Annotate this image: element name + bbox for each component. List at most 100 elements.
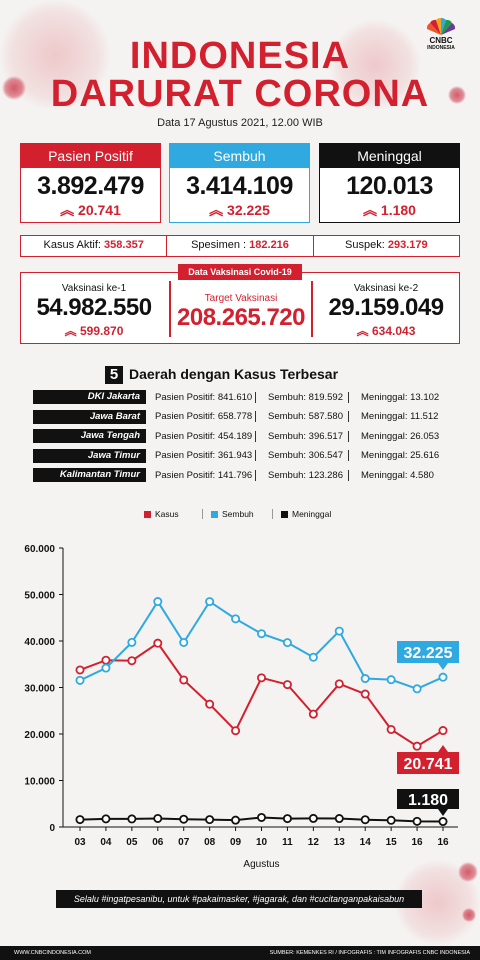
x-tick-label: 03 (74, 837, 86, 848)
data-point (231, 815, 241, 825)
stat-label: Spesimen : (191, 239, 247, 251)
data-point (75, 675, 85, 685)
legend-divider (202, 509, 203, 519)
stat-value: 358.357 (104, 239, 144, 251)
double-chevron-up-icon: ︽ (64, 324, 77, 338)
data-point (179, 675, 189, 685)
vaccine-panel: Vaksinasi ke-1 54.982.550 ︽ 599.870 Targ… (20, 272, 460, 344)
legend-divider (272, 509, 273, 519)
x-tick-label: 07 (178, 837, 190, 848)
data-point (282, 638, 292, 648)
card-meninggal: Meninggal 120.013 ︽ 1.180 (319, 143, 460, 223)
region-meninggal: Meninggal: 26.053 (361, 430, 440, 442)
legend-swatch (281, 511, 288, 518)
callout-pointer (438, 745, 448, 752)
vaccine-dose1: Vaksinasi ke-1 54.982.550 ︽ 599.870 (21, 273, 167, 343)
region-name: Jawa Tengah (33, 429, 146, 443)
data-point (127, 814, 137, 824)
legend-sembuh: Sembuh (222, 509, 254, 519)
data-point (334, 814, 344, 824)
title-line1: INDONESIA (129, 35, 351, 77)
regions-number: 5 (105, 366, 123, 385)
card-value: 120.013 (346, 172, 433, 200)
vaccine-label: Target Vaksinasi (204, 293, 278, 304)
data-point (75, 815, 85, 825)
card-delta: ︽ 32.225 (170, 201, 309, 219)
data-point (101, 663, 111, 673)
vaccine-label: Vaksinasi ke-2 (353, 283, 419, 294)
region-sembuh: Sembuh: 819.592 (256, 391, 349, 403)
data-point (101, 814, 111, 824)
y-tick-label: 10.000 (24, 777, 55, 788)
x-axis-label: Agustus (243, 859, 279, 870)
virus-decoration (330, 20, 420, 110)
card-positif: Pasien Positif 3.892.479 ︽ 20.741 (20, 143, 161, 223)
data-point (179, 814, 189, 824)
data-point (231, 614, 241, 624)
region-name: Jawa Barat (33, 409, 146, 424)
logo-sub: INDONESIA (427, 45, 455, 51)
region-row: Jawa Barat Pasien Positif: 658.778 Sembuh:… (33, 409, 463, 425)
cnbc-logo: CNBC INDONESIA (419, 18, 463, 51)
vaccine-value: 208.265.720 (177, 304, 305, 331)
vaccine-label: Vaksinasi ke-1 (61, 283, 127, 294)
data-point (334, 626, 344, 636)
vaccine-value: 29.159.049 (328, 294, 444, 321)
report-date: Data 17 Agustus 2021, 12.00 WIB (157, 117, 323, 129)
region-row: Jawa Timur Pasien Positif: 361.943 Sembuh:… (33, 448, 463, 464)
region-meninggal: Meninggal: 4.580 (361, 469, 434, 481)
data-point (360, 815, 370, 825)
y-tick-label: 20.000 (24, 730, 55, 741)
data-point (412, 816, 422, 826)
x-tick-label: 13 (334, 837, 346, 848)
x-tick-label: 06 (152, 837, 164, 848)
data-point (153, 638, 163, 648)
virus-decoration (462, 908, 476, 922)
data-point (412, 741, 422, 751)
region-name: Kalimantan Timur (33, 468, 146, 482)
y-tick-label: 30.000 (24, 684, 55, 695)
delta-value: 20.741 (78, 202, 121, 218)
regions-title: 5 Daerah dengan Kasus Terbesar (105, 366, 339, 385)
region-positif: Pasien Positif: 361.943 (146, 450, 256, 461)
secondary-stats: Kasus Aktif: 358.357 Spesimen : 182.216 … (20, 235, 460, 257)
legend-swatch (144, 511, 151, 518)
region-sembuh: Sembuh: 306.547 (256, 450, 349, 461)
region-name: DKI Jakarta (33, 390, 146, 404)
data-point (179, 638, 189, 648)
callout-label: 1.180 (408, 792, 448, 809)
x-tick-label: 10 (256, 837, 268, 848)
data-point (360, 689, 370, 699)
virus-decoration (458, 862, 478, 882)
callout-label: 32.225 (404, 645, 453, 662)
x-tick-label: 16 (437, 837, 449, 848)
virus-decoration (448, 86, 466, 104)
data-point (334, 679, 344, 689)
delta-value: 1.180 (380, 202, 416, 218)
data-point (308, 709, 318, 719)
region-name: Jawa Timur (33, 448, 146, 463)
callout-pointer (438, 809, 448, 816)
data-point (127, 656, 137, 666)
card-label: Sembuh (170, 144, 309, 168)
legend-meninggal: Meninggal (292, 509, 332, 519)
card-value: 3.414.109 (186, 172, 293, 200)
peacock-icon (426, 18, 456, 35)
callout-label: 20.741 (404, 756, 453, 773)
title-line2: DARURAT CORONA (50, 73, 430, 115)
y-tick-label: 50.000 (24, 591, 55, 602)
x-tick-label: 16 (412, 837, 424, 848)
footer: WWW.CNBCINDONESIA.COM SUMBER: KEMENKES R… (0, 946, 480, 960)
card-delta: ︽ 20.741 (21, 201, 160, 219)
x-tick-label: 09 (230, 837, 242, 848)
x-tick-label: 05 (126, 837, 138, 848)
region-positif: Pasien Positif: 841.610 (146, 391, 256, 403)
data-point (205, 699, 215, 709)
x-tick-label: 14 (360, 837, 372, 848)
regions-title-text: Daerah dengan Kasus Terbesar (129, 366, 339, 382)
data-point (386, 725, 396, 735)
vaccine-badge: Data Vaksinasi Covid-19 (178, 264, 302, 280)
region-row: Kalimantan Timur Pasien Positif: 141.796 S… (33, 467, 463, 483)
y-tick-label: 60.000 (24, 544, 55, 555)
data-point (308, 813, 318, 823)
